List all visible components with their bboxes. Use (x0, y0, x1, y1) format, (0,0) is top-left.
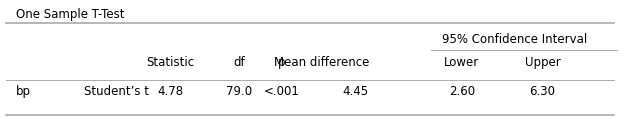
Text: p: p (278, 56, 286, 69)
Text: 95% Confidence Interval: 95% Confidence Interval (442, 33, 587, 46)
Text: 2.60: 2.60 (449, 85, 475, 98)
Text: df: df (233, 56, 244, 69)
Text: Student’s t: Student’s t (84, 85, 149, 98)
Text: 4.78: 4.78 (157, 85, 184, 98)
Text: 6.30: 6.30 (529, 85, 556, 98)
Text: Statistic: Statistic (146, 56, 195, 69)
Text: 79.0: 79.0 (226, 85, 252, 98)
Text: Mean difference: Mean difference (273, 56, 369, 69)
Text: One Sample T-Test: One Sample T-Test (16, 8, 124, 21)
Text: 4.45: 4.45 (343, 85, 369, 98)
Text: bp: bp (16, 85, 30, 98)
Text: Upper: Upper (525, 56, 560, 69)
Text: <.001: <.001 (264, 85, 300, 98)
Text: Lower: Lower (445, 56, 479, 69)
